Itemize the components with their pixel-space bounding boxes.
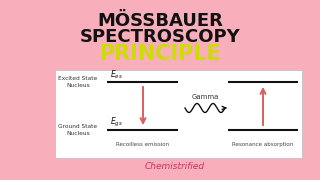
Text: $E_{gs}$: $E_{gs}$ <box>110 116 123 129</box>
Text: SPECTROSCOPY: SPECTROSCOPY <box>80 28 240 46</box>
Text: Gamma: Gamma <box>191 94 219 100</box>
FancyBboxPatch shape <box>55 70 302 158</box>
Text: Ground State
Nucleus: Ground State Nucleus <box>59 124 98 136</box>
Text: MÖSSBAUER: MÖSSBAUER <box>97 12 223 30</box>
Text: Recoilless emission: Recoilless emission <box>116 142 170 147</box>
Text: Chemistrified: Chemistrified <box>145 162 205 171</box>
Text: $E_{es}$: $E_{es}$ <box>110 69 123 81</box>
Text: PRINCIPLE: PRINCIPLE <box>99 44 221 64</box>
Text: Resonance absorption: Resonance absorption <box>232 142 294 147</box>
Text: Excited State
Nucleus: Excited State Nucleus <box>58 76 98 88</box>
